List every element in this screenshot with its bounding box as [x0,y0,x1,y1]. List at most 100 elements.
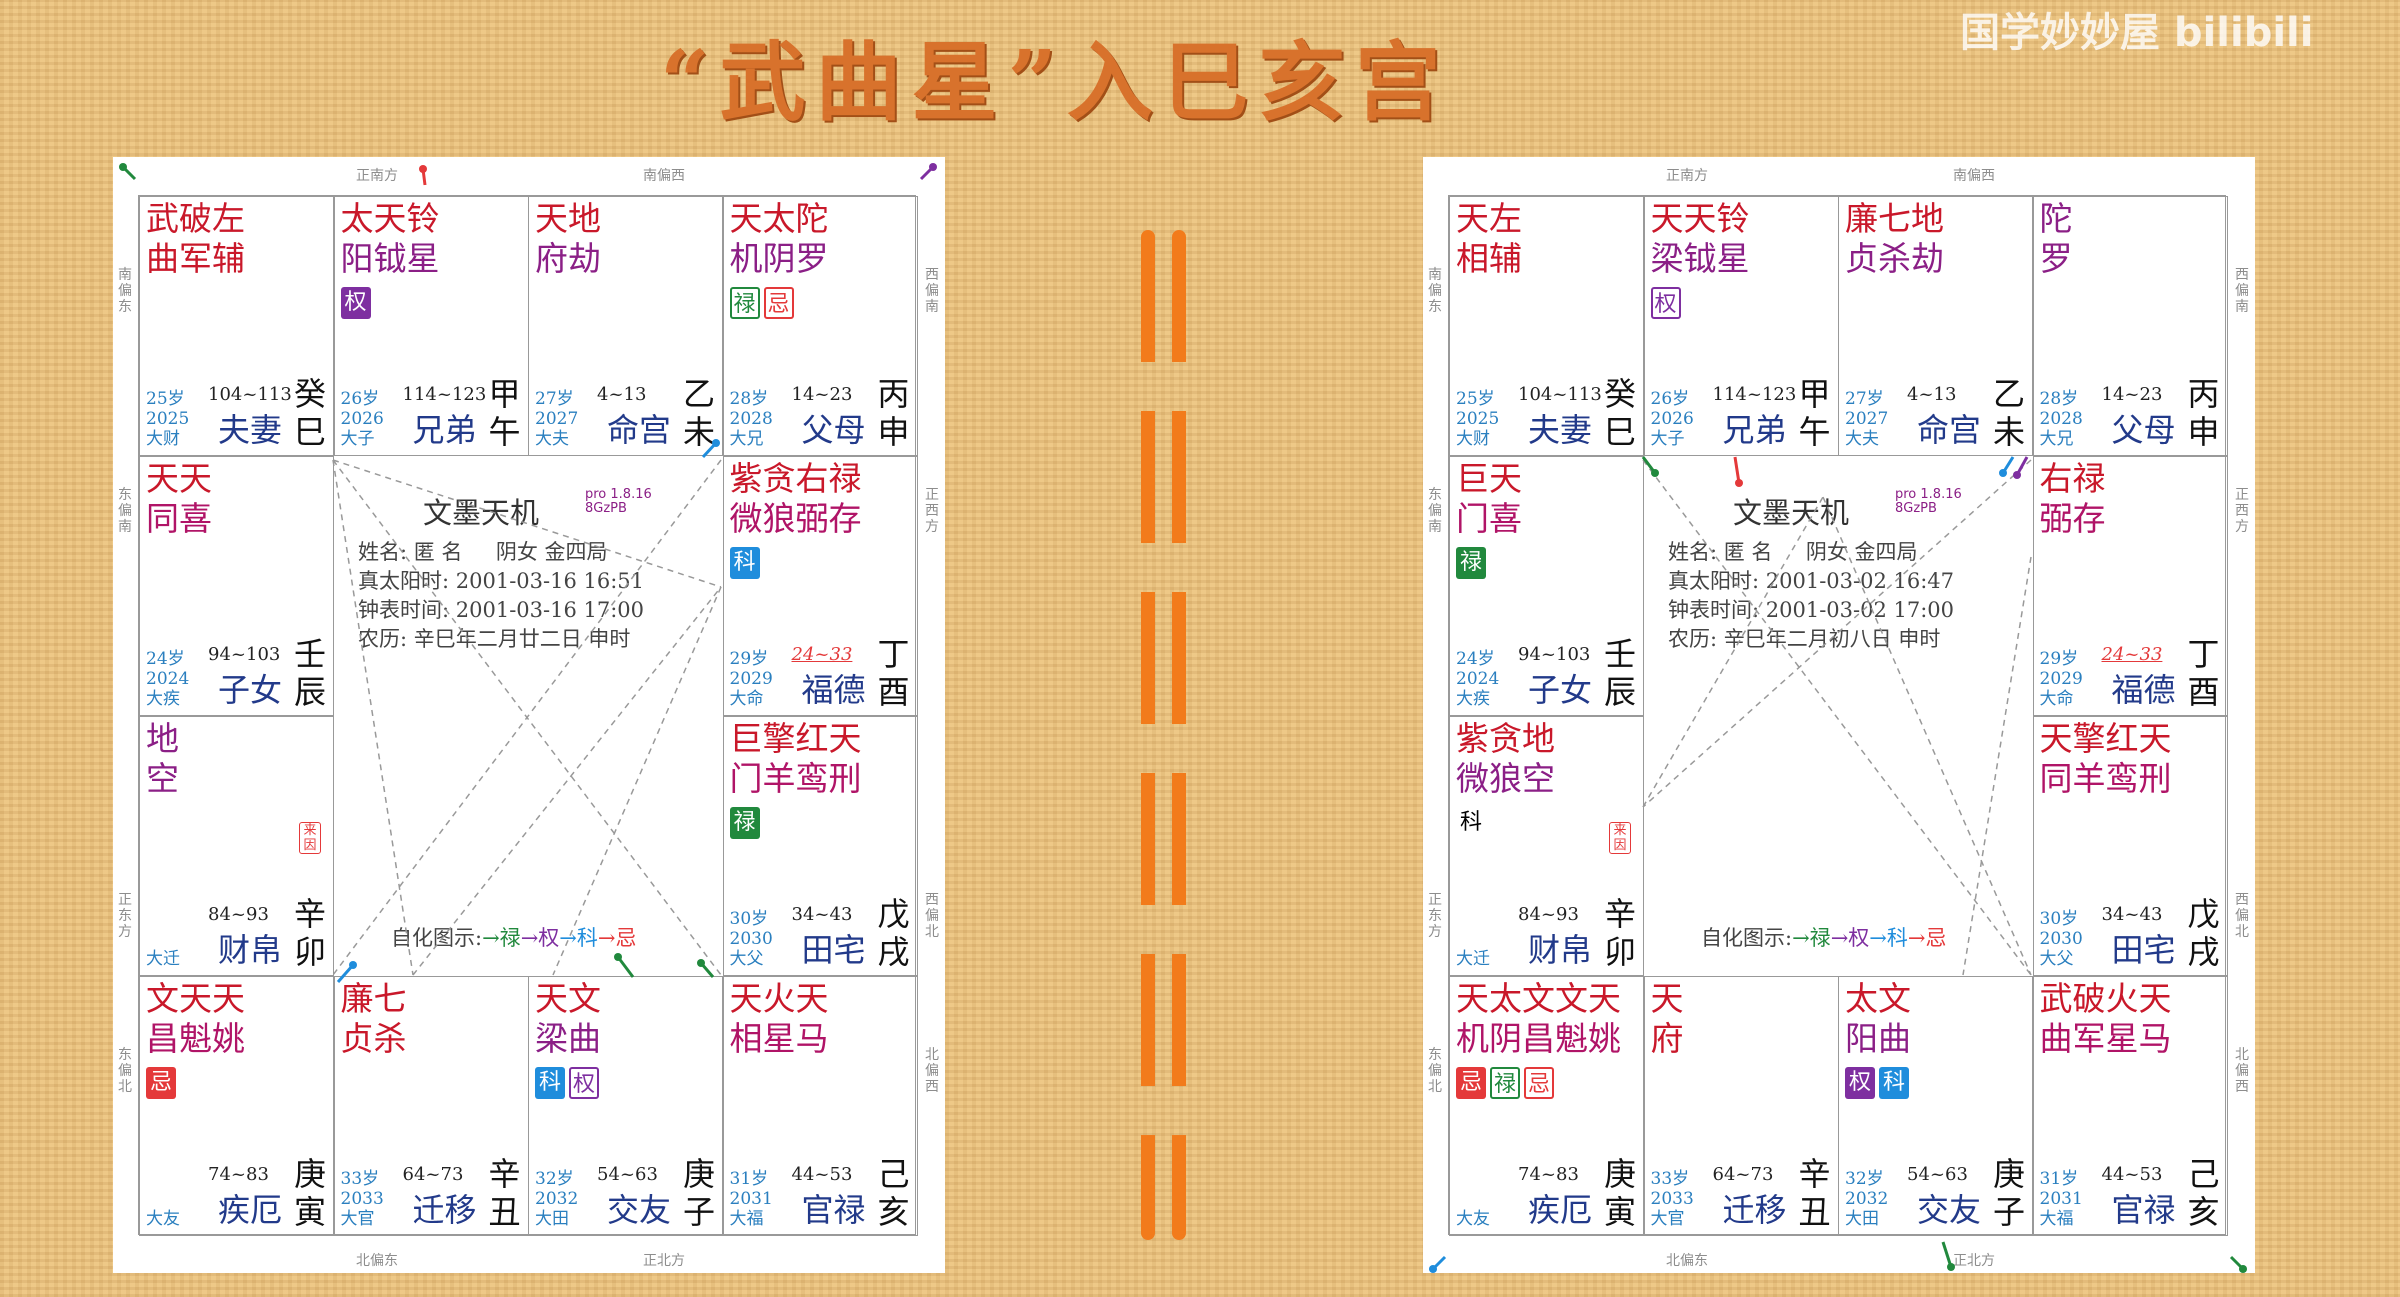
age-range: 104~113 [208,384,292,405]
age-label: 32岁 [535,1169,574,1189]
age-info: 27岁 2027 大夫 [1845,389,1888,449]
star-names: 紫贪地 微狼空 [1456,719,1555,799]
age-label: 33岁 [1650,1169,1690,1189]
age-info: 33岁 2033 大官 [1651,1169,1694,1229]
palace-cell[interactable]: 巨天 门喜禄 24岁 2024 大疾 94~103 子女壬辰 [1449,456,1644,716]
palace-name: 命宫 [607,411,672,449]
palace-cell[interactable]: 太天铃 阳钺星权 26岁 2026 大子 114~123 兄弟甲午 [333,196,529,456]
direction-label-bottom-left: 北偏东 [1666,1253,1708,1269]
ganzhi: 戊戌 [2187,895,2221,971]
sihua-badge: 忌 [763,287,794,319]
direction-label-top-right: 南偏西 [643,168,685,184]
ganzhi-char: 午 [488,413,521,451]
decade-limit: 大夫 [535,429,569,449]
ganzhi-char: 癸 [1603,375,1636,413]
ganzhi-char: 乙 [682,375,715,413]
year-label: 2033 [1650,1189,1694,1209]
decade-limit: 大疾 [1456,689,1490,709]
decade-limit: 大兄 [729,429,764,449]
star-line: 天天铃 [1650,199,1750,238]
palace-cell[interactable]: 天天 同喜 24岁 2024 大疾 94~103 子女壬辰 [139,456,334,716]
center-info: 文墨天机 pro 1.8.16 8GzPB 姓名: 匿 名 阴女 金四局 真太阳时: 2… [1643,460,2031,978]
palace-cell[interactable]: 天擎红天 同羊鸾刑 30岁 2030 大父 34~43 田宅戊戌 [2032,716,2228,976]
star-names: 天天 同喜 [146,459,212,539]
palace-cell[interactable]: 武破左 曲军辅 25岁 2025 大财 104~113 夫妻癸巳 [139,196,334,456]
star-line: 机阴昌魁姚 [1456,1019,1621,1058]
palace-name: 官禄 [801,1191,866,1229]
legend-prefix: 自化图示: [1701,926,1793,950]
age-range: 4~13 [597,384,647,405]
direction-label-left-top: 南偏东 [1428,267,1442,315]
direction-label-right-mid2: 西偏北 [925,892,939,940]
star-line: 天太文文天 [1456,979,1621,1018]
app-title: 文墨天机 [423,496,540,530]
palace-cell[interactable]: 廉七地 贞杀劫 27岁 2027 大夫 4~13 命宫乙未 [1838,196,2033,456]
palace-cell[interactable]: 天府 33岁 2033 大官 64~73 迁移辛丑 [1643,976,1839,1236]
sihua-legend: 自化图示:→禄→权→科→忌 [391,922,637,952]
age-range: 14~23 [2101,384,2163,405]
legend-lu: →禄 [482,926,521,950]
palace-cell[interactable]: 文天天 昌魁姚忌大友 74~83 疾厄庚寅 [139,976,334,1236]
palace-cell[interactable]: 天左 相辅 25岁 2025 大财 104~113 夫妻癸巳 [1449,196,1644,456]
ganzhi-char: 申 [877,413,910,451]
ganzhi-char: 辛 [488,1155,521,1193]
star-names: 天府 [1651,979,1684,1059]
star-names: 天太文文天 机阴昌魁姚 [1456,979,1621,1059]
star-line: 机阴罗 [729,239,829,278]
palace-cell[interactable]: 太文 阳曲权科 32岁 2032 大田 54~63 交友庚子 [1838,976,2033,1236]
palace-cell[interactable]: 天火天 相星马 31岁 2031 大福 44~53 官禄己亥 [722,976,918,1236]
year-label: 2029 [729,669,773,689]
age-label: 25岁 [146,389,185,409]
star-line: 武破左 [146,199,245,238]
palace-cell[interactable]: 天文 梁曲科权 32岁 2032 大田 54~63 交友庚子 [528,976,723,1236]
year-label: 2029 [2039,669,2083,689]
age-range: 94~103 [1518,644,1591,665]
ganzhi-char: 丙 [2187,375,2220,413]
palace-name: 官禄 [2111,1191,2176,1229]
star-line: 相辅 [1456,239,1522,278]
palace-cell[interactable]: 陀罗 28岁 2028 大兄 14~23 父母丙申 [2032,196,2228,456]
palace-cell[interactable]: 天太文文天 机阴昌魁姚忌禄忌大友 74~83 疾厄庚寅 [1449,976,1644,1236]
direction-label-left-mid1: 东偏南 [1428,487,1442,535]
age-info: 大友 [1456,1209,1490,1229]
palace-cell[interactable]: 天天铃 梁钺星权 26岁 2026 大子 114~123 兄弟甲午 [1643,196,1839,456]
year-label: 2028 [729,409,773,429]
age-label: 28岁 [2039,389,2079,409]
age-range: 74~83 [1518,1164,1579,1185]
palace-cell[interactable]: 紫贪右禄 微狼弼存科 29岁 2029 大命 24~33 福德丁酉 [722,456,918,716]
decade-limit: 大子 [340,429,375,449]
age-info: 31岁 2031 大福 [2040,1169,2083,1229]
decade-limit: 大福 [2039,1209,2074,1229]
arrow-icon [421,168,427,186]
year-label: 2032 [1845,1189,1889,1209]
palace-cell[interactable]: 巨擎红天 门羊鸾刑禄 30岁 2030 大父 34~43 田宅戊戌 [722,716,918,976]
palace-cell[interactable]: 廉七 贞杀 33岁 2033 大官 64~73 迁移辛丑 [333,976,529,1236]
age-label: 28岁 [729,389,769,409]
direction-label-bottom-right: 正北方 [1953,1253,1995,1269]
decade-limit: 大子 [1650,429,1685,449]
legend-ji: →忌 [597,926,637,950]
ganzhi-char: 庚 [1992,1155,2025,1193]
palace-cell[interactable]: 天太陀 机阴罗禄忌 28岁 2028 大兄 14~23 父母丙申 [722,196,918,456]
palace-cell[interactable]: 武破火天 曲军星马 31岁 2031 大福 44~53 官禄己亥 [2032,976,2228,1236]
arrow-icon [1941,1241,1953,1268]
chart-panel-2: 正南方 南偏西 北偏东 正北方 南偏东 东偏南 正东方 东偏北 西偏南 正西方 西偏北 北偏西 天左 相辅… [1423,157,2255,1273]
palace-cell[interactable]: 右禄 弼存 29岁 2029 大命 24~33 福德丁酉 [2032,456,2228,716]
ganzhi: 辛丑 [1798,1155,1832,1231]
ganzhi: 丙申 [2187,375,2221,451]
palace-cell[interactable]: 天地 府劫 27岁 2027 大夫 4~13 命宫乙未 [528,196,723,456]
ganzhi-char: 未 [682,413,715,451]
direction-label-right-mid1: 正西方 [925,487,939,535]
year-label: 2024 [146,669,190,689]
decade-limit: 大迁 [146,949,180,969]
true-solar-row: 真太阳时: 2001-03-16 16:51 [358,569,645,593]
palace-cell[interactable]: 地空来因 大迁 84~93 财帛辛卯 [139,716,334,976]
direction-label-right-bottom: 北偏西 [925,1047,939,1095]
star-line: 同羊鸾刑 [2039,759,2172,798]
star-line: 廉七地 [1845,199,1944,238]
age-info: 32岁 2032 大田 [1845,1169,1888,1229]
palace-cell[interactable]: 紫贪地 微狼空科 来因 大迁 84~93 财帛辛卯 [1449,716,1644,976]
star-line: 天左 [1456,199,1522,238]
decade-limit: 大官 [1650,1209,1685,1229]
ganzhi-char: 壬 [1603,635,1636,673]
